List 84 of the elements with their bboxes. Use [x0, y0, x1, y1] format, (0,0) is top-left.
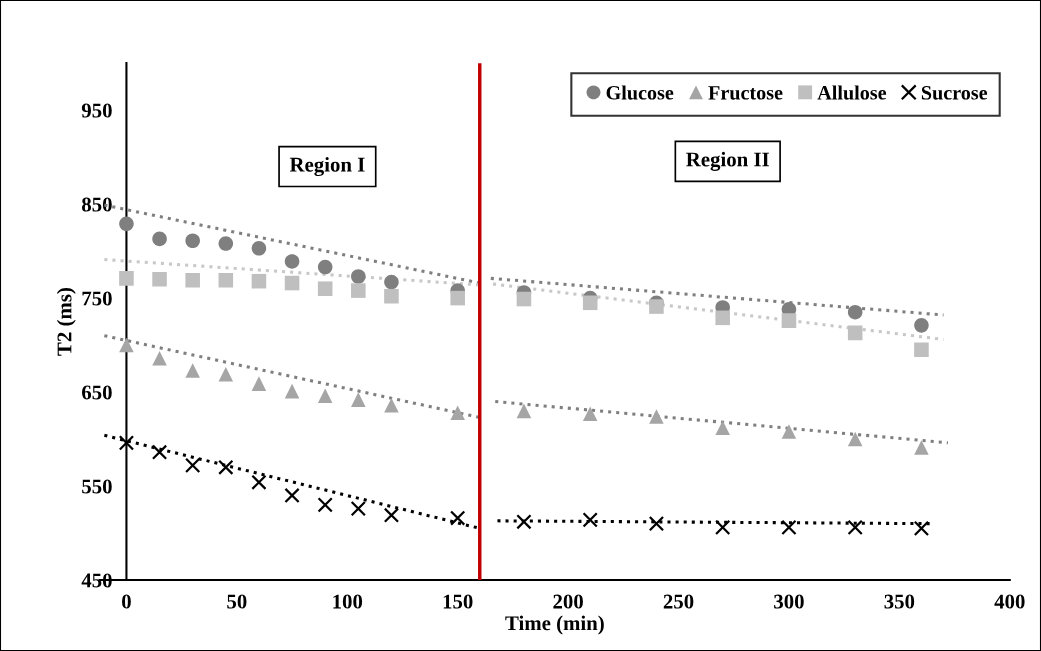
point — [715, 310, 730, 326]
point — [185, 272, 200, 288]
y-tick-label: 650 — [82, 385, 112, 400]
x-tick-label: 300 — [774, 594, 804, 609]
y-axis-title: T2 (ms) — [56, 288, 76, 356]
point — [317, 497, 333, 513]
point — [218, 272, 234, 288]
point — [914, 440, 929, 455]
point — [516, 403, 532, 419]
point — [284, 254, 300, 269]
point — [781, 313, 797, 328]
point — [582, 406, 598, 421]
point — [119, 216, 134, 232]
point — [251, 241, 267, 256]
point — [184, 457, 201, 474]
point — [118, 435, 135, 451]
point — [151, 444, 168, 460]
point — [284, 383, 300, 399]
point — [516, 291, 532, 307]
point — [648, 515, 665, 532]
y-tick-label: 950 — [81, 103, 112, 118]
y-tick-label: 850 — [81, 197, 112, 212]
x-tick-label: 0 — [122, 594, 131, 609]
legend-label: Allulose — [817, 85, 887, 100]
x-tick-label: 150 — [443, 594, 473, 609]
point — [384, 274, 399, 290]
point — [914, 342, 929, 358]
point — [914, 318, 929, 333]
point — [251, 376, 267, 391]
point — [317, 281, 333, 296]
legend-label: Fructose — [708, 86, 783, 100]
point — [847, 325, 863, 341]
point — [781, 424, 797, 439]
point — [152, 350, 167, 366]
point — [119, 337, 134, 353]
annotation: Region I — [289, 157, 365, 177]
point — [384, 288, 399, 304]
point — [317, 388, 333, 404]
x-tick-label: 200 — [553, 594, 583, 609]
legend-label: Sucrose — [921, 86, 988, 100]
point — [351, 283, 366, 298]
x-tick-label: 400 — [994, 594, 1025, 609]
point — [284, 487, 300, 504]
point — [516, 514, 532, 530]
point — [317, 259, 333, 275]
point — [582, 512, 598, 528]
point — [714, 519, 731, 536]
x-tick-label: 350 — [884, 594, 915, 609]
point — [913, 520, 930, 537]
point — [152, 272, 167, 287]
x-tick-label: 50 — [227, 594, 247, 609]
point — [449, 510, 466, 526]
x-axis-title: Time (min) — [505, 615, 604, 635]
point — [383, 507, 400, 523]
point — [450, 405, 465, 421]
point — [185, 363, 200, 378]
point — [218, 236, 234, 251]
point — [582, 295, 598, 311]
point — [450, 290, 465, 306]
x-tick-label: 250 — [663, 594, 694, 609]
point — [251, 474, 267, 490]
point — [119, 271, 134, 286]
y-tick-label: 750 — [82, 291, 112, 306]
point — [185, 233, 200, 249]
annotation: Region II — [686, 151, 769, 171]
point — [218, 366, 234, 382]
point — [715, 420, 730, 436]
point — [649, 299, 664, 314]
point — [284, 275, 300, 291]
point — [351, 269, 366, 284]
legend-label: Glucose — [606, 85, 674, 100]
x-tick-label: 100 — [333, 594, 363, 609]
point — [781, 519, 797, 536]
point — [649, 409, 664, 424]
point — [847, 519, 863, 536]
y-tick-label: 550 — [82, 479, 112, 494]
point — [351, 392, 366, 407]
point — [251, 273, 267, 289]
point — [384, 397, 399, 413]
point — [218, 459, 234, 475]
point — [152, 231, 167, 247]
point — [847, 431, 863, 447]
point — [350, 500, 367, 517]
point — [847, 304, 863, 320]
